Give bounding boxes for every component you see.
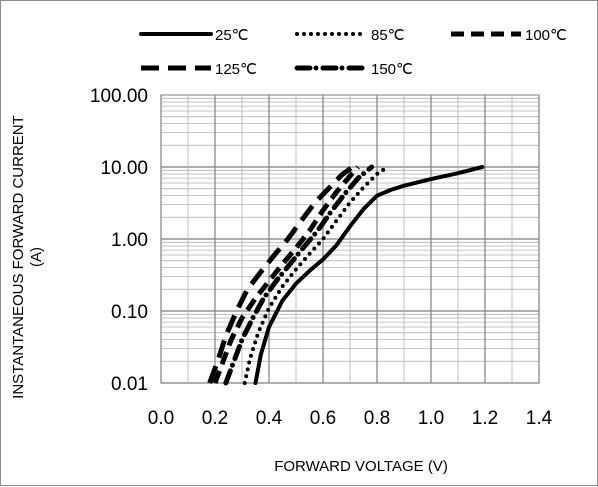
legend-label-2: 85℃ <box>371 27 405 44</box>
x-tick-label: 1.2 <box>472 408 498 429</box>
series-line-3 <box>212 165 360 384</box>
x-tick-label: 0.0 <box>148 408 174 429</box>
x-tick-label: 0.4 <box>256 408 283 429</box>
x-tick-label: 1.4 <box>526 408 553 429</box>
series-line-1 <box>253 165 485 385</box>
y-axis-title-line2: (A) <box>28 247 45 267</box>
y-tick-labels: 0.01 0.10 1.00 10.00 100.00 <box>90 86 148 395</box>
x-tick-label: 0.2 <box>202 408 228 429</box>
legend-label-1: 25℃ <box>215 27 249 44</box>
y-axis-title-line1: INSTANTANEOUS FORWARD CURRENT <box>10 115 27 399</box>
series-line-4 <box>207 164 355 384</box>
legend-label-4: 125℃ <box>215 61 257 78</box>
x-axis-title: FORWARD VOLTAGE (V) <box>274 458 448 475</box>
y-tick-label: 0.01 <box>111 374 148 395</box>
legend: 25℃ 85℃ 100℃ 125℃ 150℃ <box>139 27 567 78</box>
legend-label-3: 100℃ <box>525 27 567 44</box>
y-tick-label: 0.10 <box>111 302 148 323</box>
series-line-5 <box>223 164 375 386</box>
series-line-2 <box>242 166 388 385</box>
x-tick-label: 1.0 <box>418 408 444 429</box>
grid <box>160 94 540 384</box>
legend-label-5: 150℃ <box>371 61 413 78</box>
x-tick-label: 0.6 <box>310 408 336 429</box>
y-tick-label: 10.00 <box>100 158 148 179</box>
y-tick-label: 1.00 <box>111 230 148 251</box>
x-tick-labels: 0.0 0.2 0.4 0.6 0.8 1.0 1.2 1.4 <box>148 408 553 429</box>
x-tick-label: 0.8 <box>364 408 390 429</box>
y-tick-label: 100.00 <box>90 86 148 107</box>
series-layer <box>207 164 485 386</box>
